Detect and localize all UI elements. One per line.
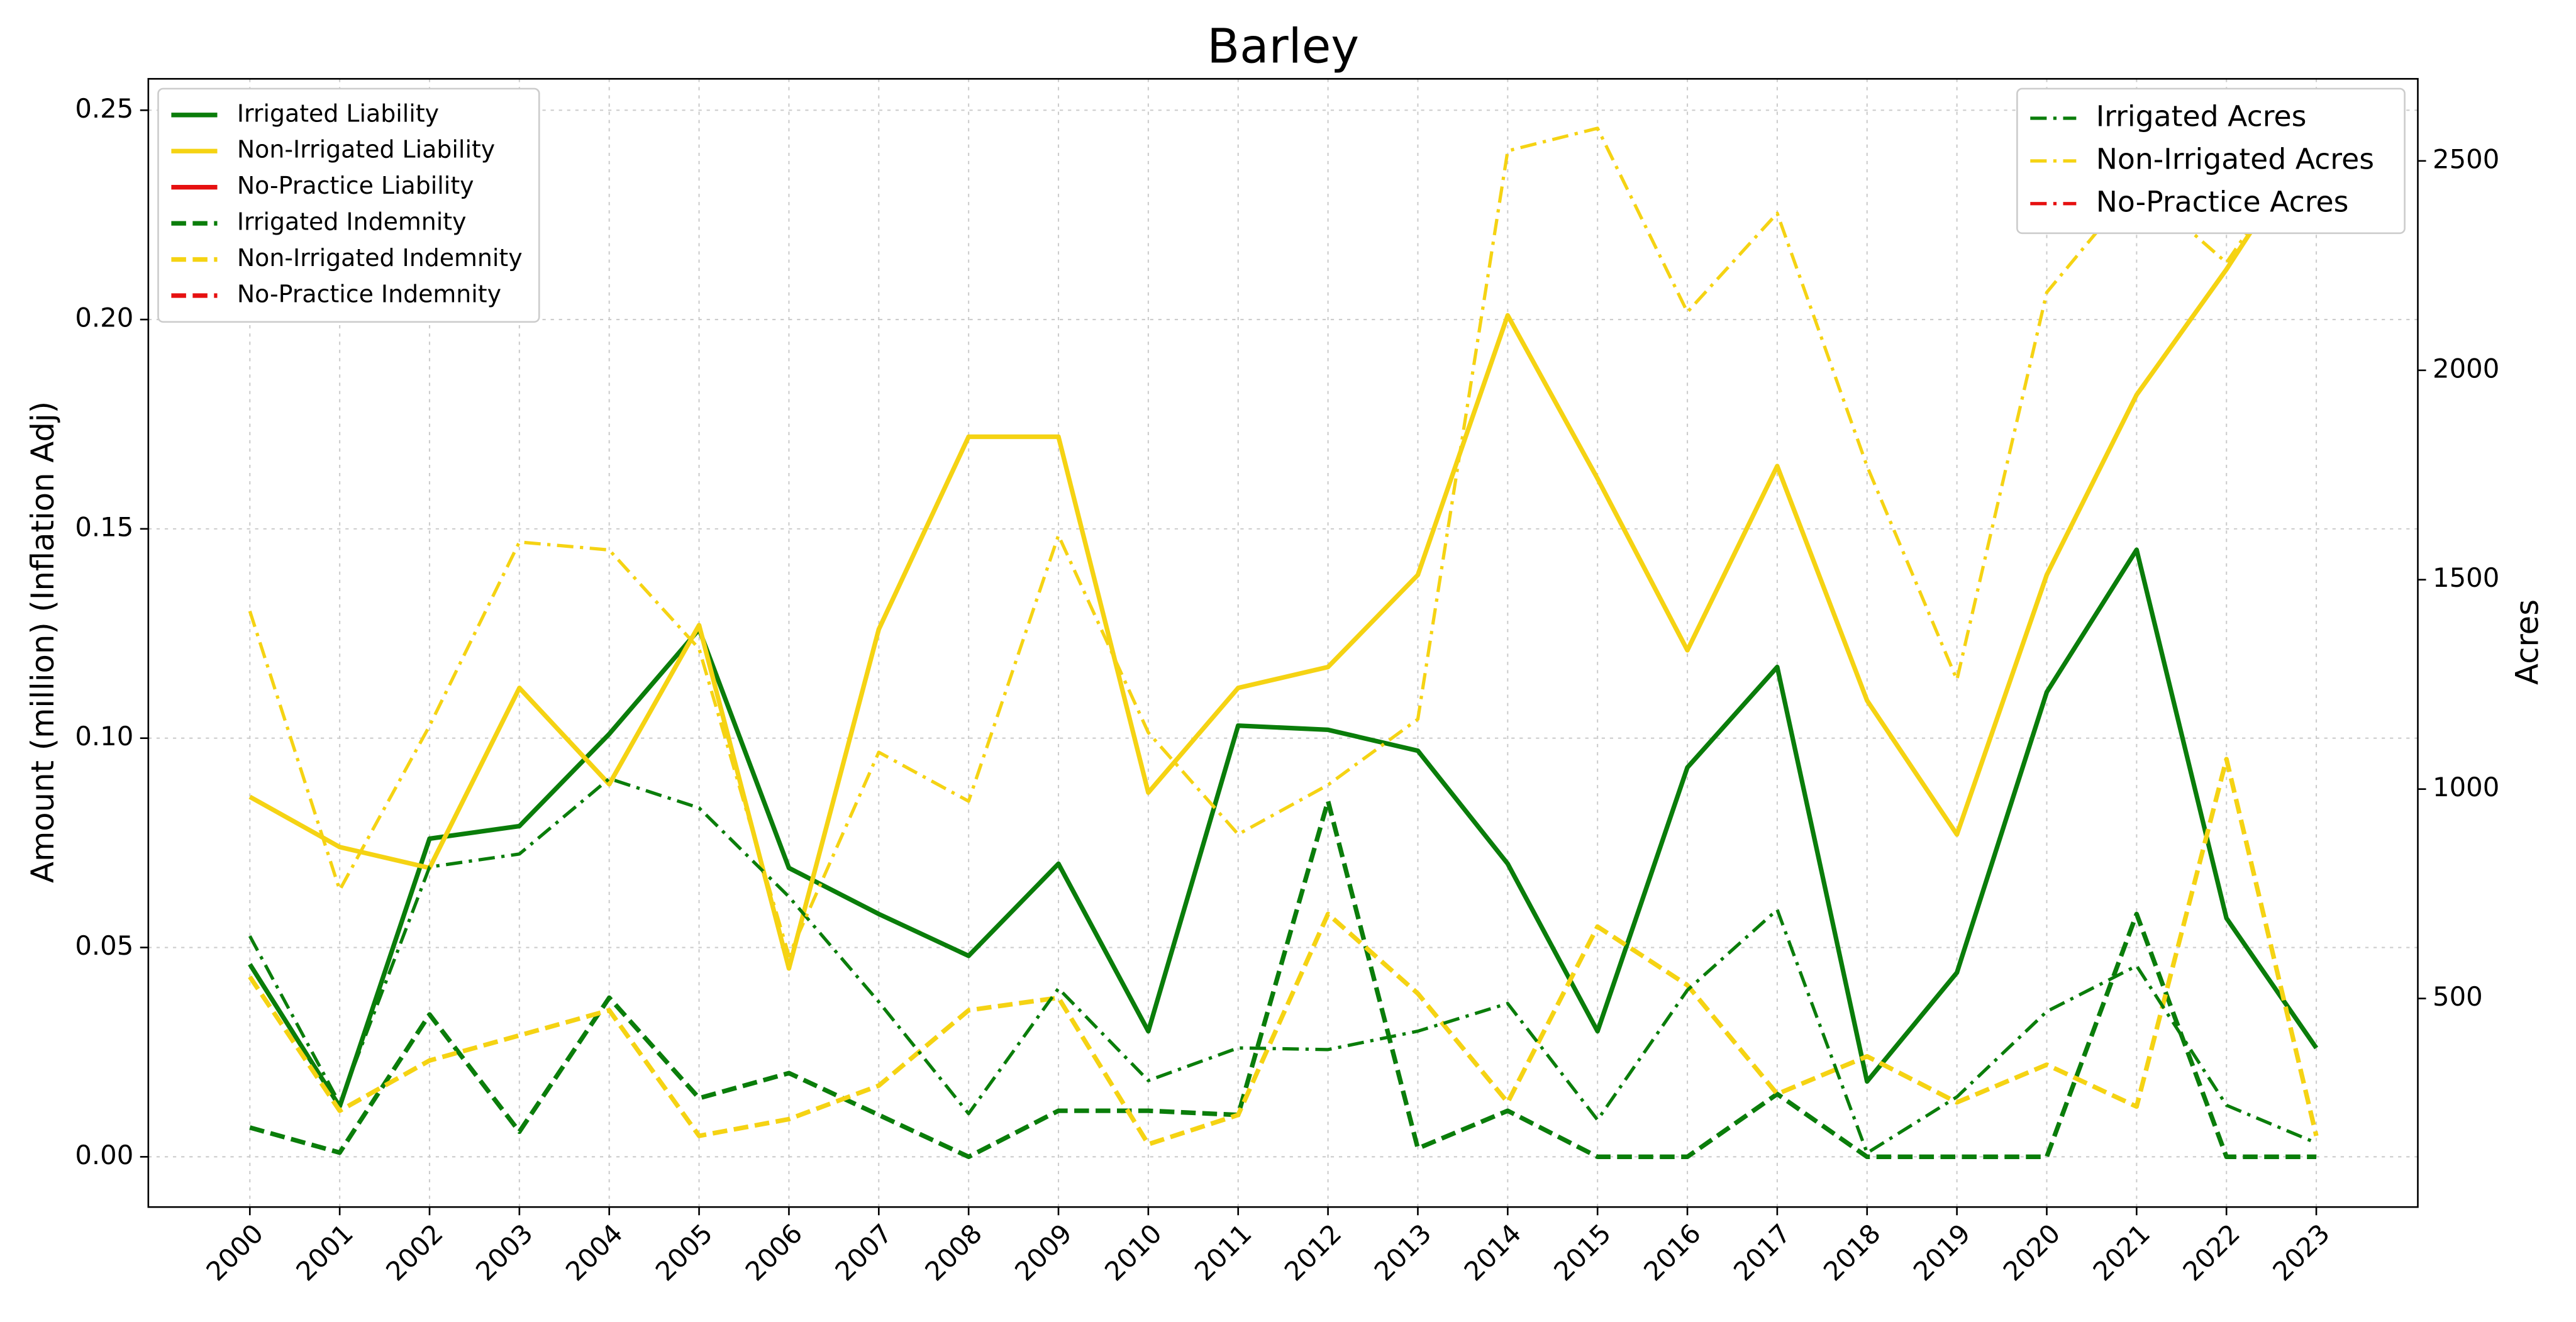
x-tick-label: 2006	[739, 1218, 808, 1287]
legend-label: No-Practice Liability	[237, 172, 474, 199]
chart-title: Barley	[1207, 18, 1359, 74]
y2-tick-label: 2000	[2433, 353, 2499, 384]
series-line	[248, 126, 2318, 958]
x-tick-label: 2004	[560, 1218, 629, 1287]
x-tick-label: 2000	[200, 1218, 269, 1287]
y2-tick-label: 500	[2433, 981, 2483, 1012]
legend-label: Non-Irrigated Liability	[237, 136, 495, 164]
legend-label: Non-Irrigated Indemnity	[237, 244, 523, 272]
legend-label: Irrigated Liability	[237, 99, 439, 127]
legend-label: No-Practice Acres	[2096, 185, 2349, 218]
x-tick-label: 2010	[1099, 1218, 1168, 1287]
legend-box	[157, 87, 540, 323]
x-tick-label: 2014	[1458, 1218, 1527, 1287]
series-line	[248, 777, 2318, 1155]
y-tick-label: 0.25	[75, 93, 133, 124]
y-tick-label: 0.15	[75, 511, 133, 542]
x-tick-label: 2003	[470, 1218, 539, 1287]
y2-tick-label: 1500	[2433, 562, 2499, 593]
x-tick-label: 2020	[1997, 1218, 2067, 1287]
legend-label: Irrigated Indemnity	[237, 208, 467, 236]
y2-tick-label: 1000	[2433, 772, 2499, 803]
x-tick-label: 2007	[829, 1218, 898, 1287]
legend-box	[2016, 87, 2406, 235]
y-tick-label: 0.10	[75, 721, 133, 752]
x-tick-label: 2011	[1189, 1218, 1258, 1287]
y2-axis-label: Acres	[2509, 599, 2546, 685]
x-tick-label: 2021	[2087, 1218, 2156, 1287]
x-tick-label: 2001	[290, 1218, 359, 1287]
x-tick-label: 2012	[1279, 1218, 1348, 1287]
y-tick-label: 0.05	[75, 930, 133, 961]
legend: Irrigated Liability Non-Irrigated Liabili…	[157, 87, 540, 323]
legend-label: Non-Irrigated Acres	[2096, 142, 2374, 175]
legend-label: No-Practice Indemnity	[237, 281, 501, 308]
series-line	[248, 130, 2319, 971]
x-tick-label: 2015	[1548, 1218, 1617, 1287]
y-tick-label: 0.20	[75, 303, 133, 333]
y-axis-label: Amount (million) (Inflation Adj)	[25, 401, 61, 883]
x-tick-label: 2023	[2267, 1218, 2336, 1287]
x-tick-label: 2005	[650, 1218, 719, 1287]
x-tick-label: 2009	[1009, 1218, 1078, 1287]
x-tick-label: 2013	[1368, 1218, 1438, 1287]
x-tick-label: 2022	[2177, 1218, 2246, 1287]
series-line	[248, 757, 2319, 1147]
legend-label: Irrigated Acres	[2096, 100, 2307, 133]
series-line	[248, 547, 2319, 1109]
x-tick-label: 2017	[1728, 1218, 1797, 1287]
x-tick-label: 2002	[380, 1218, 449, 1287]
y-tick-label: 0.00	[75, 1140, 133, 1170]
legend: Irrigated Acres Non-Irrigated Acres No-Pra…	[2016, 87, 2406, 235]
x-tick-label: 2018	[1818, 1218, 1887, 1287]
x-tick-label: 2019	[1907, 1218, 1977, 1287]
x-tick-label: 2016	[1638, 1218, 1707, 1287]
plot-frame	[147, 78, 2419, 1208]
y2-tick-label: 2500	[2433, 143, 2499, 174]
series-line	[249, 798, 2317, 1159]
x-tick-label: 2008	[919, 1218, 988, 1287]
